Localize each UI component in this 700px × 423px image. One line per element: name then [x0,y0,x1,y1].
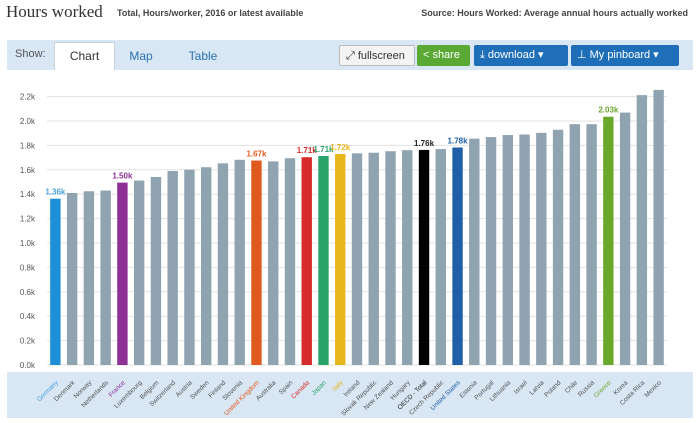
bar [502,135,514,365]
y-tick-label: 2.0k [20,117,36,126]
bar [50,198,61,365]
source-note: Source: Hours Worked: Average annual hou… [421,8,688,18]
data-label: 1.50k [112,172,133,181]
bar [335,153,346,365]
x-tick-label: United States [429,379,462,412]
bar [469,138,480,365]
share-button[interactable]: < share [417,45,470,66]
bar [268,161,279,365]
data-label: 1.78k [448,136,469,145]
bar [619,112,631,365]
chart-panel: Show: Chart Map Table ⤢ fullscreen < share… [7,40,693,418]
bar-chart: 0.0k 0.2k 0.4k 0.6k 0.8k 1.0k 1.2k 1.4k 1.6k 1.8k… [20,89,667,417]
bar [200,167,212,365]
bar [569,124,581,365]
fullscreen-button[interactable]: ⤢ fullscreen [339,45,415,66]
bar [100,190,111,365]
x-tick-label: Japan [310,379,328,397]
pinboard-label: My pinboard ▾ [589,49,659,61]
bar [318,156,329,365]
y-tick-label: 0.0k [20,361,36,370]
bar [385,151,396,365]
y-tick-label: 0.2k [20,337,36,346]
bar [485,137,497,365]
y-tick-label: 1.4k [20,190,36,199]
x-tick-label: Greece [593,379,613,399]
y-tick-label: 0.6k [20,288,36,297]
y-tick-label: 1.8k [20,141,36,150]
tab-chart[interactable]: Chart [54,42,115,71]
y-tick-label: 1.2k [20,215,36,224]
pin-icon: ⊥ [577,49,587,61]
bar [167,171,178,365]
subtitle: Total, Hours/worker, 2016 or latest avai… [117,8,304,18]
fullscreen-label: fullscreen [357,50,405,62]
bar [133,180,145,365]
bar [66,192,78,365]
pinboard-button[interactable]: ⊥ My pinboard ▾ [571,45,679,66]
bar [251,160,262,365]
bar [636,95,648,366]
data-label: 1.71k [313,145,334,154]
tab-table[interactable]: Table [188,49,218,63]
download-button[interactable]: ⤓ download ▾ [474,45,568,66]
data-label: 2.03k [598,106,619,115]
data-label: 1.67k [246,150,267,159]
bar [234,159,245,365]
expand-arrows-icon: ⤢ [346,50,355,62]
data-label: 1.72k [330,143,351,152]
data-label: 1.71k [297,146,318,155]
page-title: Hours worked [6,2,103,21]
download-label: download ▾ [487,49,544,61]
bar [368,152,379,365]
data-label: 1.76k [414,139,435,148]
tab-map[interactable]: Map [129,49,153,63]
x-tick-label: Poland [543,379,563,399]
toolbar: Show: Chart Map Table ⤢ fullscreen < share… [7,40,693,71]
header: Hours worked Total, Hours/worker, 2016 o… [0,0,700,30]
bar [150,176,162,365]
y-tick-label: 0.8k [20,263,36,272]
y-tick-label: 1.6k [20,166,36,175]
bar [184,169,195,365]
x-tick-label: Mexico [644,379,664,399]
bar [452,147,463,365]
y-tick-label: 1.0k [20,239,36,248]
bar [301,157,312,365]
x-tick-label: Canada [290,379,311,400]
bar [586,124,597,365]
bar [536,132,547,365]
bar [519,134,530,365]
bar [117,182,128,365]
bar [435,149,446,365]
bar [351,153,363,365]
share-label: share [432,49,460,61]
bar [217,163,229,365]
bar [83,191,95,365]
bar [653,89,664,365]
y-tick-label: 2.2k [20,93,36,102]
bar [603,116,614,365]
bar [402,150,413,365]
share-icon: < [423,49,430,61]
bar [418,149,430,365]
show-label: Show: [15,48,46,60]
download-icon: ⤓ [480,49,485,61]
x-tick-label: Israel [513,379,530,396]
bar [284,158,296,365]
data-label: 1.36k [45,188,66,197]
x-tick-label: Sweden [189,379,211,401]
bar [552,129,564,365]
x-tick-label: Italy [331,379,345,393]
y-tick-label: 0.4k [20,312,36,321]
